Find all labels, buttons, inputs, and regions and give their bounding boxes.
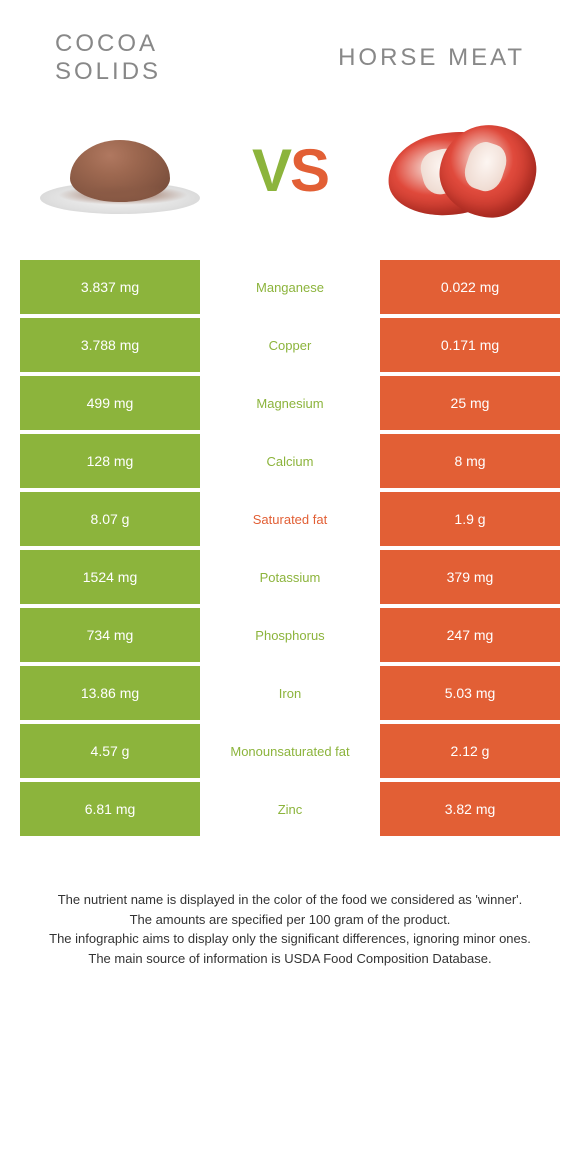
right-value: 0.022 mg bbox=[380, 260, 560, 314]
table-row: 4.57 gMonounsaturated fat2.12 g bbox=[20, 724, 560, 778]
left-value: 4.57 g bbox=[20, 724, 200, 778]
left-value: 6.81 mg bbox=[20, 782, 200, 836]
nutrient-name: Manganese bbox=[200, 260, 380, 314]
right-value: 0.171 mg bbox=[380, 318, 560, 372]
vs-v: V bbox=[252, 137, 290, 204]
left-value: 3.788 mg bbox=[20, 318, 200, 372]
left-value: 499 mg bbox=[20, 376, 200, 430]
left-value: 734 mg bbox=[20, 608, 200, 662]
left-value: 8.07 g bbox=[20, 492, 200, 546]
table-row: 3.837 mgManganese0.022 mg bbox=[20, 260, 560, 314]
nutrient-name: Zinc bbox=[200, 782, 380, 836]
table-row: 13.86 mgIron5.03 mg bbox=[20, 666, 560, 720]
right-value: 247 mg bbox=[380, 608, 560, 662]
table-row: 734 mgPhosphorus247 mg bbox=[20, 608, 560, 662]
nutrient-name: Magnesium bbox=[200, 376, 380, 430]
table-row: 3.788 mgCopper0.171 mg bbox=[20, 318, 560, 372]
table-row: 128 mgCalcium8 mg bbox=[20, 434, 560, 488]
right-value: 8 mg bbox=[380, 434, 560, 488]
left-value: 1524 mg bbox=[20, 550, 200, 604]
title-left: COCOA SOLIDS bbox=[55, 30, 161, 85]
table-row: 499 mgMagnesium25 mg bbox=[20, 376, 560, 430]
title-left-line2: SOLIDS bbox=[55, 58, 161, 86]
table-row: 8.07 gSaturated fat1.9 g bbox=[20, 492, 560, 546]
cocoa-image bbox=[35, 110, 205, 230]
nutrient-name: Calcium bbox=[200, 434, 380, 488]
left-value: 128 mg bbox=[20, 434, 200, 488]
left-value: 13.86 mg bbox=[20, 666, 200, 720]
nutrient-name: Iron bbox=[200, 666, 380, 720]
right-value: 2.12 g bbox=[380, 724, 560, 778]
footer-line: The main source of information is USDA F… bbox=[30, 949, 550, 969]
right-value: 5.03 mg bbox=[380, 666, 560, 720]
nutrient-name: Phosphorus bbox=[200, 608, 380, 662]
right-value: 25 mg bbox=[380, 376, 560, 430]
footer-line: The infographic aims to display only the… bbox=[30, 929, 550, 949]
footer-line: The amounts are specified per 100 gram o… bbox=[30, 910, 550, 930]
table-row: 6.81 mgZinc3.82 mg bbox=[20, 782, 560, 836]
table-row: 1524 mgPotassium379 mg bbox=[20, 550, 560, 604]
meat-image bbox=[375, 110, 545, 230]
footer-line: The nutrient name is displayed in the co… bbox=[30, 890, 550, 910]
nutrient-name: Copper bbox=[200, 318, 380, 372]
right-value: 3.82 mg bbox=[380, 782, 560, 836]
comparison-table: 3.837 mgManganese0.022 mg3.788 mgCopper0… bbox=[0, 260, 580, 836]
nutrient-name: Potassium bbox=[200, 550, 380, 604]
hero-row: VS bbox=[0, 95, 580, 260]
title-left-line1: COCOA bbox=[55, 30, 161, 58]
right-value: 379 mg bbox=[380, 550, 560, 604]
footer-notes: The nutrient name is displayed in the co… bbox=[0, 840, 580, 998]
nutrient-name: Saturated fat bbox=[200, 492, 380, 546]
right-value: 1.9 g bbox=[380, 492, 560, 546]
title-right: HORSE MEAT bbox=[338, 44, 525, 72]
nutrient-name: Monounsaturated fat bbox=[200, 724, 380, 778]
vs-s: S bbox=[290, 137, 328, 204]
vs-label: VS bbox=[252, 136, 328, 205]
left-value: 3.837 mg bbox=[20, 260, 200, 314]
header: COCOA SOLIDS HORSE MEAT bbox=[0, 0, 580, 95]
